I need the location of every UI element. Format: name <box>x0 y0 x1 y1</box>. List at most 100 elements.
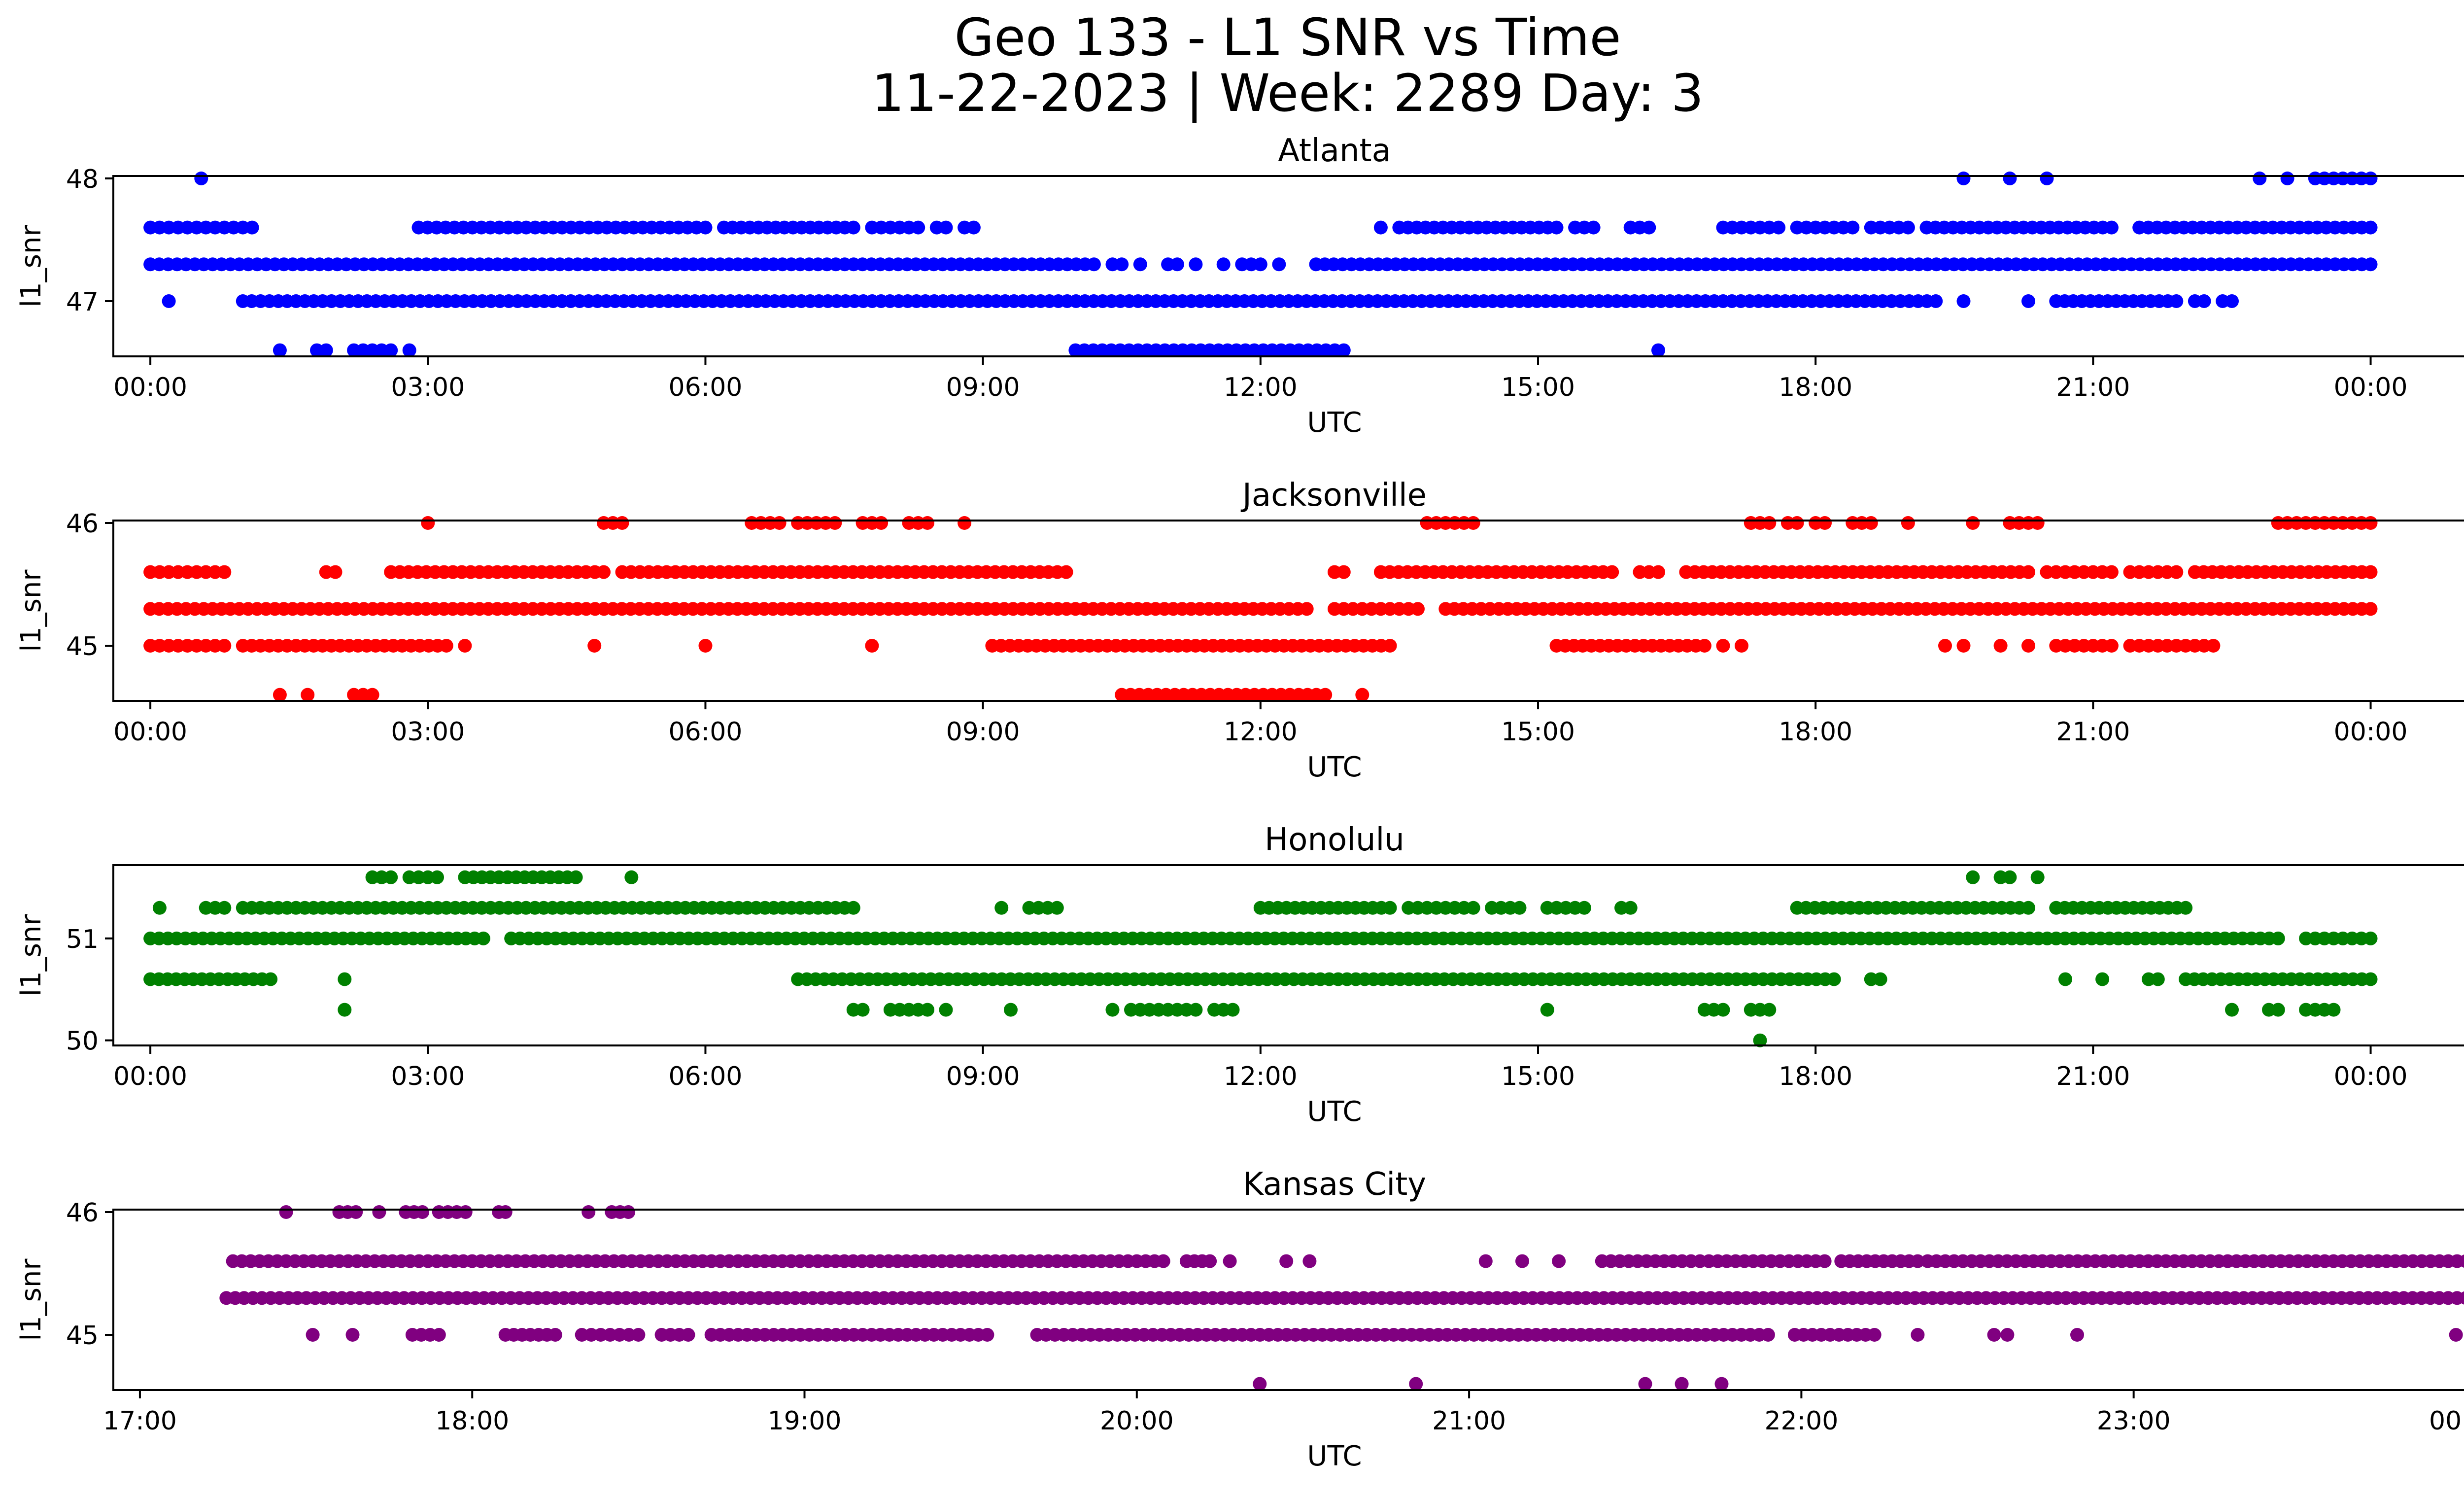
data-point <box>939 220 953 235</box>
data-point <box>217 639 232 653</box>
data-point <box>1762 516 1777 530</box>
data-point <box>2459 1291 2464 1305</box>
data-point <box>1753 1033 1767 1047</box>
data-point <box>1938 639 1952 653</box>
data-point <box>1087 257 1101 272</box>
data-point <box>1577 901 1591 915</box>
data-point <box>1272 257 1286 272</box>
data-point <box>217 901 232 915</box>
data-point <box>2363 220 2378 235</box>
data-point <box>980 1328 994 1342</box>
data-point <box>1411 602 1425 616</box>
data-point <box>402 343 416 357</box>
x-tick-label: 00:00 <box>113 373 187 402</box>
data-point <box>2021 639 2035 653</box>
data-point <box>1540 1003 1554 1017</box>
data-point <box>1642 220 1656 235</box>
x-tick-label: 15:00 <box>1501 373 1575 402</box>
data-point <box>1189 257 1203 272</box>
data-point <box>1279 1254 1294 1268</box>
data-point <box>349 1205 363 1219</box>
data-point <box>1302 1254 1317 1268</box>
data-point <box>476 931 490 945</box>
data-point <box>264 972 278 986</box>
data-point <box>1466 516 1480 530</box>
x-tick-label: 19:00 <box>768 1406 842 1436</box>
data-point <box>2058 972 2072 986</box>
data-point <box>2151 972 2165 986</box>
figure-title-line-1: Geo 133 - L1 SNR vs Time <box>954 7 1621 68</box>
data-point <box>2280 172 2294 185</box>
data-point <box>2363 931 2378 945</box>
data-point <box>1552 1254 1566 1268</box>
data-point <box>1383 639 1397 653</box>
plot-frame <box>112 1209 2464 1391</box>
data-point <box>2040 172 2054 185</box>
x-tick-label: 06:00 <box>669 717 743 747</box>
data-point <box>2225 1003 2239 1017</box>
x-tick-label: 06:00 <box>669 1062 743 1091</box>
x-axis-label: UTC <box>1307 1096 1362 1128</box>
data-point <box>1846 220 1860 235</box>
x-tick-label: 03:00 <box>391 1062 465 1091</box>
data-point <box>338 1003 352 1017</box>
data-point <box>2104 220 2119 235</box>
x-tick-label: 00:00 <box>2334 1062 2408 1091</box>
data-point <box>458 1205 473 1219</box>
y-tick-label: 46 <box>66 509 99 539</box>
data-point <box>2363 602 2378 616</box>
data-point <box>621 1205 636 1219</box>
data-point <box>1336 565 1351 579</box>
data-point <box>273 343 287 357</box>
x-axis-label: UTC <box>1307 407 1362 439</box>
panel-3: Kansas City 17:00 18:00 19:00 20:00 21:00 22:0… <box>15 1166 2464 1472</box>
data-point <box>1156 1254 1170 1268</box>
data-point <box>1355 688 1369 702</box>
data-point <box>698 220 713 235</box>
data-point <box>1864 516 1878 530</box>
data-point <box>1772 220 1786 235</box>
x-tick-label: 22:00 <box>1764 1406 1838 1436</box>
panel-title: Atlanta <box>1278 133 1391 169</box>
data-point <box>384 870 398 884</box>
data-point <box>1586 220 1601 235</box>
data-point <box>1651 343 1665 357</box>
data-point <box>2363 516 2378 530</box>
data-point <box>1697 639 1711 653</box>
data-point <box>1714 1377 1729 1391</box>
data-point <box>1790 516 1804 530</box>
x-tick-label: 09:00 <box>946 717 1020 747</box>
data-points <box>143 516 2378 702</box>
data-point <box>681 1328 695 1342</box>
data-point <box>328 565 342 579</box>
data-point <box>1226 1003 1240 1017</box>
data-point <box>1817 1254 1832 1268</box>
data-point <box>856 1003 870 1017</box>
panel-title: Kansas City <box>1243 1166 1426 1203</box>
panel-title: Honolulu <box>1265 822 1404 858</box>
x-tick-label: 12:00 <box>1224 1062 1298 1091</box>
x-tick-label: 20:00 <box>1100 1406 1174 1436</box>
x-tick-label: 12:00 <box>1224 373 1298 402</box>
y-axis-label: l1_snr <box>15 225 47 308</box>
data-point <box>2449 1328 2463 1342</box>
x-tick-label: 00:00 <box>113 717 187 747</box>
data-point <box>1651 565 1665 579</box>
data-point <box>1059 565 1073 579</box>
x-tick-label: 15:00 <box>1501 1062 1575 1091</box>
y-axis-label: l1_snr <box>15 914 47 997</box>
data-point <box>1253 257 1267 272</box>
data-point <box>1911 1328 1925 1342</box>
y-tick-label: 47 <box>66 287 99 317</box>
y-tick-label: 48 <box>66 165 99 194</box>
data-points <box>219 1205 2464 1391</box>
data-point <box>772 516 787 530</box>
data-point <box>273 688 287 702</box>
x-tick-label: 09:00 <box>946 373 1020 402</box>
data-point <box>2197 294 2211 308</box>
data-point <box>582 1205 596 1219</box>
data-point <box>615 516 629 530</box>
data-point <box>2271 931 2285 945</box>
x-tick-label: 00:00 <box>2429 1406 2464 1436</box>
data-point <box>1716 1003 1730 1017</box>
